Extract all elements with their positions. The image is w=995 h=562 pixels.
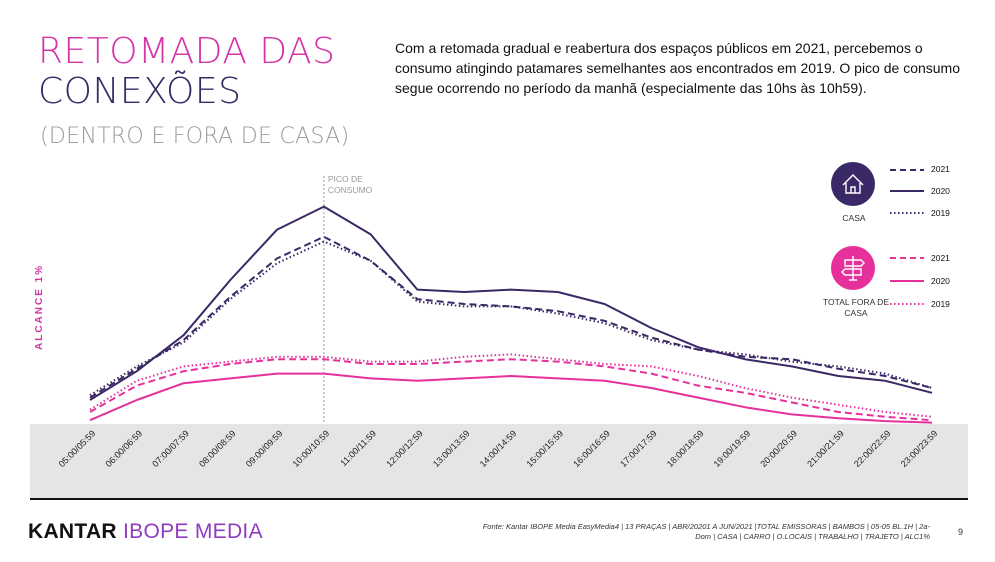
legend-fora-2021: 2021	[931, 253, 950, 263]
fora-legend-label: TOTAL FORA DE CASA	[823, 297, 889, 318]
series-line-fora-2020	[89, 372, 933, 424]
x-tick-label: 13:00/13:59	[431, 428, 472, 469]
x-tick-label: 08:00/08:59	[197, 428, 238, 469]
source-note: Fonte: Kantar IBOPE Media EasyMedia4 | 1…	[482, 522, 930, 541]
footer-divider	[30, 498, 968, 500]
logo-ibope-media: IBOPE MEDIA	[123, 520, 263, 543]
x-tick-label: 05:00/05:59	[57, 428, 98, 469]
legend-fora-2020: 2020	[931, 276, 950, 286]
x-tick-label: 21:00/21:59	[805, 428, 846, 469]
casa-legend-badge	[831, 162, 875, 206]
peak-annotation-text: PICO DE	[328, 174, 363, 184]
legend-casa-2021: 2021	[931, 164, 950, 174]
page-subtitle: (DENTRO E FORA DE CASA)	[40, 124, 350, 149]
x-tick-label: 10:00/10:59	[291, 428, 332, 469]
series-line-fora-2021	[89, 358, 933, 422]
casa-legend-label: CASA	[842, 213, 866, 223]
x-tick-label: 20:00/20:59	[758, 428, 799, 469]
x-tick-label: 23:00/23:59	[899, 428, 940, 469]
x-tick-label: 06:00/06:59	[104, 428, 145, 469]
series-line-casa-2020	[89, 205, 933, 401]
x-tick-label: 07:00/07:59	[150, 428, 191, 469]
signpost-icon	[841, 256, 865, 281]
x-tick-label: 11:00/11:59	[338, 428, 378, 468]
fora-legend-badge	[831, 246, 875, 290]
kantar-ibope-logo: KANTAR IBOPE MEDIA	[28, 520, 263, 544]
x-tick-label: 17:00/17:59	[618, 428, 659, 469]
x-tick-label: 14:00/14:59	[478, 428, 519, 469]
x-tick-label: 19:00/19:59	[712, 428, 753, 469]
logo-kantar: KANTAR	[28, 520, 117, 543]
x-tick-label: 16:00/16:59	[571, 428, 612, 469]
series-line-fora-2019	[89, 353, 933, 418]
legend-fora-2019: 2019	[931, 299, 950, 309]
x-tick-label: 22:00/22:59	[852, 428, 893, 469]
house-icon	[842, 174, 864, 194]
page-title: RETOMADA DAS CONEXÕES	[38, 32, 336, 112]
x-axis-band	[30, 424, 968, 498]
x-tick-label: 12:00/12:59	[384, 428, 425, 469]
peak-annotation-text: CONSUMO	[328, 185, 373, 195]
intro-text: Com a retomada gradual e reabertura dos …	[395, 40, 961, 96]
x-tick-label: 15:00/15:59	[525, 428, 566, 469]
title-line-2: CONEXÕES	[38, 71, 242, 112]
legend-casa-2019: 2019	[931, 208, 950, 218]
title-line-1: RETOMADA DAS	[38, 31, 336, 72]
series-line-casa-2019	[89, 240, 933, 397]
x-tick-label: 09:00/09:59	[244, 428, 285, 469]
legend-casa-2020: 2020	[931, 186, 950, 196]
page-number: 9	[958, 527, 964, 537]
series-line-casa-2021	[89, 235, 933, 399]
x-tick-label: 18:00/18:59	[665, 428, 706, 469]
